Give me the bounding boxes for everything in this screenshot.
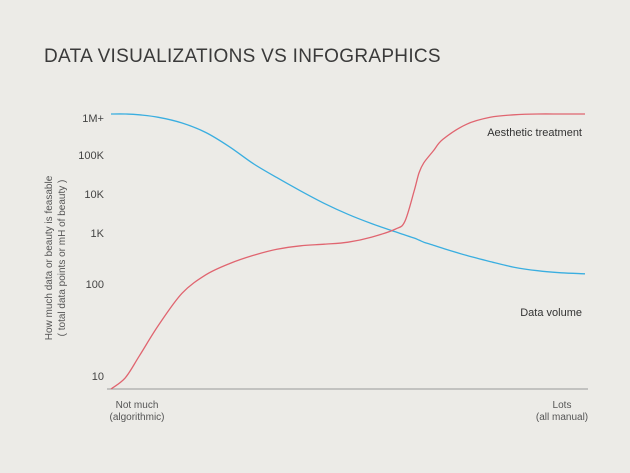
x-end-label-line2: (all manual) — [536, 412, 588, 423]
series-label-data-volume: Data volume — [520, 307, 582, 319]
y-axis-label-line1: How much data or beauty is feasable — [44, 175, 55, 340]
y-tick-label-10k: 10K — [84, 189, 104, 201]
y-axis-label-line2: ( total data points or mH of beauty ) — [57, 180, 68, 337]
x-start-label-line1: Not much — [116, 400, 159, 411]
y-tick-label-1m: 1M+ — [82, 113, 104, 125]
y-tick-label-100k: 100K — [78, 150, 104, 162]
x-start-label-line2: (algorithmic) — [109, 412, 164, 423]
series-label-aesthetic-treatment: Aesthetic treatment — [487, 127, 582, 139]
series-line-aesthetic-treatment — [110, 113, 585, 390]
y-axis-label: How much data or beauty is feasable ( to… — [44, 175, 68, 340]
x-end-label-line1: Lots — [553, 400, 572, 411]
chart-title: DATA VISUALIZATIONS VS INFOGRAPHICS — [44, 46, 441, 67]
y-tick-label-100: 100 — [86, 279, 104, 291]
series-line-data-volume — [110, 113, 586, 275]
y-tick-label-1k: 1K — [91, 228, 105, 240]
y-tick-label-10: 10 — [92, 371, 104, 383]
